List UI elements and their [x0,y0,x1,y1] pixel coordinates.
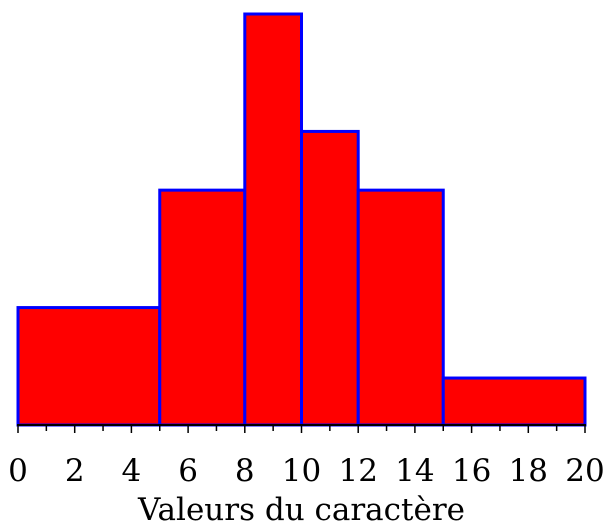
x-tick-label-8: 8 [235,453,255,489]
histogram-bar-10-12 [300,129,360,427]
x-tick-label-10: 10 [282,453,321,489]
x-tick-label-2: 2 [65,453,85,489]
x-tick-label-16: 16 [452,453,491,489]
x-axis-ticks [17,425,586,433]
histogram-bar-8-10 [243,12,304,427]
x-tick-label-4: 4 [122,453,142,489]
x-tick-label-12: 12 [338,453,377,489]
x-tick-label-6: 6 [178,453,198,489]
x-axis-tick-labels: 0 2 4 6 8 10 12 14 16 18 20 [8,453,605,489]
histogram-bar-12-15 [356,188,445,427]
histogram-bar-5-8 [158,188,247,427]
histogram-bars [16,12,587,427]
x-tick-label-14: 14 [395,453,434,489]
histogram-bar-0-5 [16,306,162,427]
x-tick-label-18: 18 [509,453,548,489]
x-tick-label-0: 0 [8,453,28,489]
histogram-bar-15-20 [441,376,587,427]
x-tick-label-20: 20 [565,453,604,489]
x-axis-title: Valeurs du caractère [137,492,465,528]
